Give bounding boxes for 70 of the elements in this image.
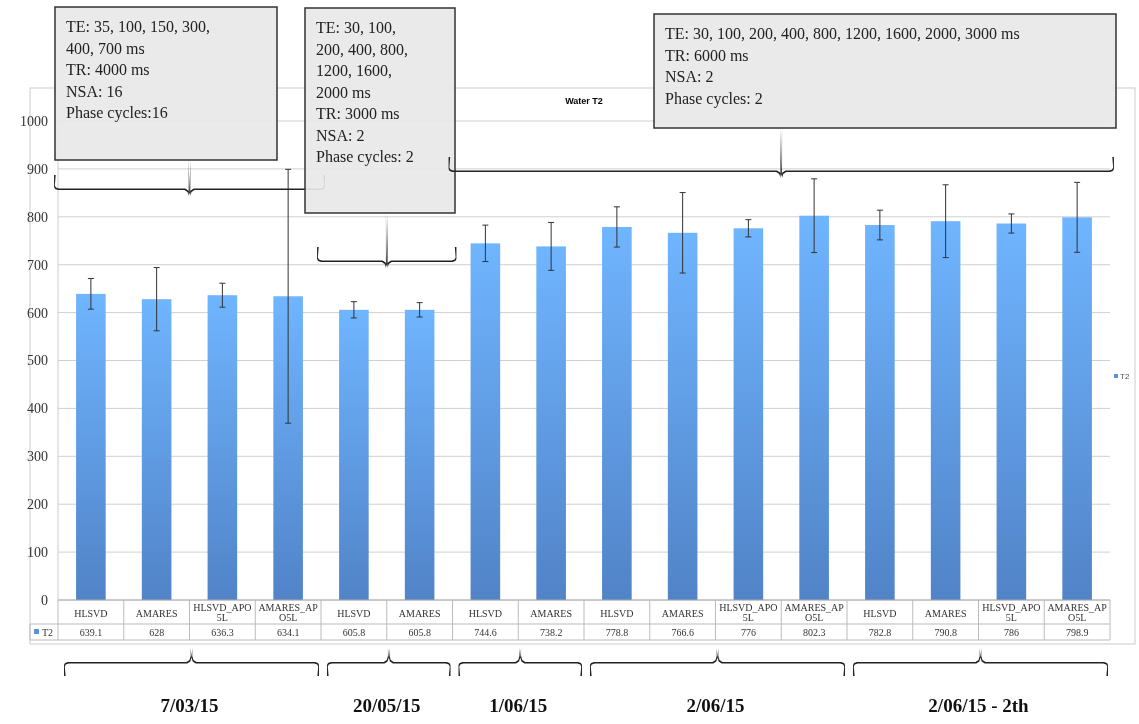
y-tick-label: 500: [27, 353, 48, 369]
x-tick-label: HLSVD_APO5L: [982, 602, 1041, 623]
bar: [404, 309, 435, 600]
x-tick-label: HLSVD: [600, 608, 634, 619]
bar: [667, 232, 698, 600]
x-tick-label: AMARES: [530, 608, 572, 619]
text: 2/06/15: [686, 695, 745, 716]
data-label: 786: [1003, 627, 1019, 638]
bar: [207, 295, 238, 600]
data-label: 634.1: [276, 627, 300, 638]
y-tick-label: 100: [27, 545, 48, 560]
y-tick-label: 700: [27, 257, 48, 273]
y-tick-label: 200: [27, 497, 48, 513]
bar: [930, 221, 961, 600]
legend-label: T2: [1120, 372, 1130, 381]
data-label: 798.9: [1065, 627, 1089, 638]
y-tick-label: 0: [41, 592, 48, 608]
x-tick-label: AMARES: [135, 608, 178, 619]
y-tick-label: 400: [27, 401, 48, 417]
x-tick-label: AMARES: [398, 608, 441, 619]
text: TE: 30, 100, 200, 400, 800, 1200, 1600, 2000, 3000 ms TR: 6000 ms NSA: 2 Phase cycles: 2: [665, 25, 1020, 108]
y-tick-label: 1000: [20, 113, 48, 129]
data-label: 766.6: [671, 627, 694, 638]
data-label: 605.8: [342, 627, 366, 638]
x-tick-label: HLSVD: [468, 608, 503, 619]
bar: [865, 225, 895, 600]
chart-title: Water T2: [565, 96, 603, 106]
x-tick-label: AMARES: [661, 608, 704, 619]
x-tick-label: AMARES: [924, 608, 967, 619]
x-tick-label: AMARES_APO5L: [1047, 602, 1108, 623]
data-label: 639.1: [79, 627, 103, 638]
y-tick-label: 600: [27, 305, 48, 321]
data-label: 738.2: [539, 627, 563, 638]
bar: [273, 296, 303, 600]
bar: [339, 309, 369, 600]
annotation: TE: 35, 100, 150, 300, 400, 700 ms TR: 4000 ms NSA: 16 Phase cycles:16: [66, 18, 210, 122]
y-tick-label: 300: [27, 449, 48, 465]
x-tick-label: HLSVD: [337, 608, 371, 619]
x-tick-label: AMARES_APO5L: [258, 602, 319, 623]
x-tick-label: HLSVD: [863, 608, 897, 619]
x-tick-label: HLSVD: [74, 608, 108, 619]
bar: [536, 246, 566, 600]
data-label: 776: [740, 627, 756, 638]
data-label: 744.6: [474, 627, 497, 638]
text: 1/06/15: [489, 695, 548, 716]
x-tick-label: AMARES_APO5L: [784, 602, 845, 623]
bar: [996, 223, 1027, 600]
x-tick-label: HLSVD_APO5L: [193, 602, 252, 623]
bar: [1062, 217, 1092, 600]
bar: [733, 228, 764, 600]
x-tick-label: HLSVD_APO5L: [719, 602, 778, 623]
text: 2/06/15 - 2th: [928, 695, 1030, 716]
data-label: 628: [149, 627, 165, 638]
data-label: 790.8: [934, 627, 957, 638]
text: T2: [42, 627, 54, 638]
bar: [76, 293, 106, 600]
bar: [799, 215, 829, 600]
bar: [470, 243, 501, 600]
annotation: TE: 30, 100, 200, 400, 800, 1200, 1600, 2000 ms TR: 3000 ms NSA: 2 Phase cycles: 2: [316, 19, 414, 166]
data-label: 802.3: [802, 627, 826, 638]
y-tick-label: 800: [27, 209, 48, 225]
data-label: 605.8: [408, 627, 431, 638]
bar: [602, 226, 632, 600]
bar: [141, 299, 172, 600]
data-label: 782.8: [868, 627, 892, 638]
text: 20/05/15: [352, 695, 421, 716]
data-label: 636.3: [211, 627, 234, 638]
data-label: 778.8: [605, 627, 629, 638]
y-tick-label: 900: [27, 161, 48, 177]
text: 7/03/15: [160, 695, 219, 716]
